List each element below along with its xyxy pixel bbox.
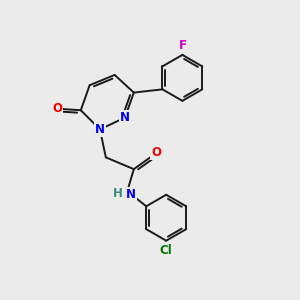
Text: F: F xyxy=(178,39,186,52)
Text: N: N xyxy=(95,123,105,136)
Text: H: H xyxy=(113,187,123,200)
Text: Cl: Cl xyxy=(160,244,172,256)
Text: O: O xyxy=(151,146,161,159)
Text: O: O xyxy=(52,102,62,115)
Text: N: N xyxy=(120,111,130,124)
Text: N: N xyxy=(126,188,136,201)
